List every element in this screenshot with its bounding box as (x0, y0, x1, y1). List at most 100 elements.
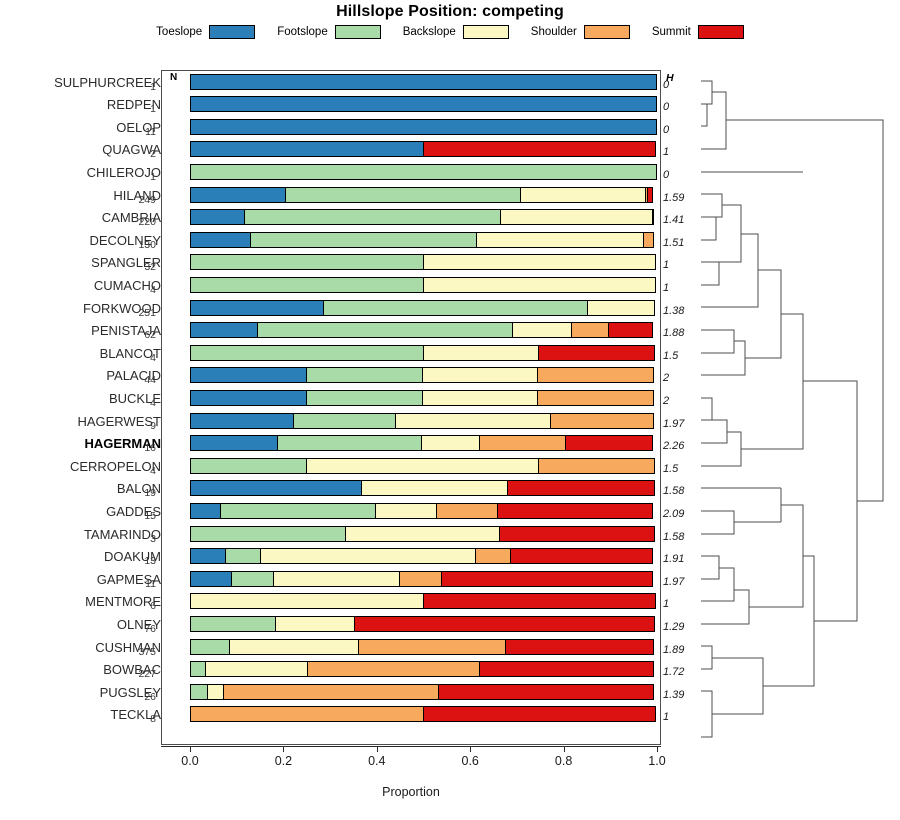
bar-segment-summit (422, 141, 656, 158)
row-label-blancot: BLANCOT (99, 345, 161, 361)
x-tick (657, 746, 658, 752)
x-axis-label: Proportion (382, 785, 440, 799)
legend-label: Toeslope (156, 26, 203, 38)
legend-item-toeslope: Toeslope (156, 25, 256, 39)
row-label-olney: OLNEY (116, 616, 161, 632)
row-label-pugsley: PUGSLEY (99, 684, 161, 700)
bar-segment-summit (440, 570, 653, 587)
row-label-forkwood: FORKWOOD (83, 300, 161, 316)
bar-segment-shoulder (190, 706, 424, 723)
bar-segment-footslope (284, 186, 522, 203)
stacked-bar (190, 118, 657, 135)
bar-segment-backslope (395, 412, 551, 429)
row-h-value: 1.97 (663, 575, 685, 588)
row-n-value: 11 (145, 125, 156, 138)
x-tick (563, 746, 565, 752)
row-n-value: 8 (150, 713, 156, 726)
row-n-value: 1 (150, 170, 156, 183)
legend-swatch (334, 25, 381, 39)
n-column-header: N (170, 72, 178, 83)
row-n-value: 13 (144, 555, 156, 568)
bar-segment-footslope (244, 209, 501, 226)
bar-segment-summit (497, 502, 653, 519)
bar-segment-toeslope (190, 141, 424, 158)
stacked-bar (190, 570, 657, 587)
legend-swatch (209, 25, 256, 39)
bar-segment-backslope (422, 344, 540, 361)
legend-item-backslope: Backslope (403, 25, 509, 39)
h-column-header: H (666, 72, 674, 84)
bar-segment-footslope (190, 615, 276, 632)
bar-segment-toeslope (190, 186, 286, 203)
x-tick (190, 746, 191, 752)
bar-segment-toeslope (190, 231, 252, 248)
bar-segment-toeslope (190, 299, 325, 316)
stacked-bar (190, 502, 657, 519)
row-label-decolney: DECOLNEY (89, 232, 161, 248)
row-n-value: 130 (138, 238, 156, 251)
bar-segment-footslope (190, 683, 208, 700)
stacked-bar (190, 615, 657, 632)
row-label-cerropelon: CERROPELON (69, 458, 161, 474)
row-n-value: 6 (150, 600, 156, 613)
row-n-value: 26 (144, 690, 156, 703)
bar-segment-shoulder (358, 638, 506, 655)
bar-segment-shoulder (478, 435, 567, 452)
row-h-value: 1.59 (663, 191, 685, 204)
bar-segment-toeslope (190, 389, 307, 406)
x-tick-label: 0.8 (554, 754, 573, 768)
row-h-value: 1.58 (663, 530, 685, 543)
row-h-value: 0 (663, 123, 670, 136)
bar-segment-shoulder (399, 570, 442, 587)
bar-segment-footslope (250, 231, 477, 248)
x-tick-label: 0.2 (274, 754, 293, 768)
stacked-bar (190, 322, 657, 339)
bar-segment-summit (607, 322, 653, 339)
row-label-spangler: SPANGLER (91, 255, 161, 271)
bar-segment-backslope (274, 615, 355, 632)
bar-segment-summit (499, 525, 655, 542)
stacked-bar (190, 254, 657, 271)
bar-segment-footslope (224, 548, 261, 565)
row-n-value: 76 (144, 622, 156, 635)
bar-segment-footslope (305, 389, 423, 406)
row-n-value: 2 (150, 148, 156, 161)
x-tick-label: 1.0 (648, 754, 666, 768)
bar-segment-footslope (292, 412, 397, 429)
x-tick-label: 0.4 (368, 754, 386, 768)
stacked-bar (190, 457, 657, 474)
bar-segment-backslope (228, 638, 360, 655)
bar-segment-shoulder (537, 389, 654, 406)
bar-segment-footslope (190, 163, 657, 180)
legend-swatch (697, 25, 744, 39)
row-h-value: 1 (663, 259, 670, 272)
row-h-value: 1.5 (663, 349, 679, 362)
row-h-value: 1.5 (663, 462, 679, 475)
row-label-mentmore: MENTMORE (85, 594, 161, 610)
bar-segment-backslope (475, 231, 645, 248)
stacked-bar (190, 548, 657, 565)
bar-segment-summit (538, 344, 655, 361)
bar-segment-summit (478, 661, 654, 678)
row-n-value: 227 (138, 668, 156, 681)
bar-segment-footslope (323, 299, 589, 316)
row-label-buckle: BUCKLE (108, 390, 161, 406)
dendrogram-svg (701, 80, 884, 738)
legend-label: Footslope (277, 26, 328, 38)
bar-segment-footslope (256, 322, 513, 339)
row-label-tamarindo: TAMARINDO (83, 526, 161, 542)
row-h-value: 1.89 (663, 643, 685, 656)
row-h-value: 1.39 (663, 688, 685, 701)
bar-segment-summit (507, 480, 655, 497)
row-h-value: 1.38 (663, 304, 685, 317)
row-label-redpen: REDPEN (106, 97, 161, 113)
bar-segment-toeslope (190, 322, 258, 339)
row-label-quagwa: QUAGWA (102, 142, 161, 158)
row-n-value: 32 (144, 261, 156, 274)
bar-segment-shoulder (474, 548, 511, 565)
stacked-bar (190, 412, 657, 429)
row-label-penistaja: PENISTAJA (91, 323, 161, 339)
bar-segment-backslope (272, 570, 401, 587)
row-label-cushman: CUSHMAN (95, 639, 161, 655)
